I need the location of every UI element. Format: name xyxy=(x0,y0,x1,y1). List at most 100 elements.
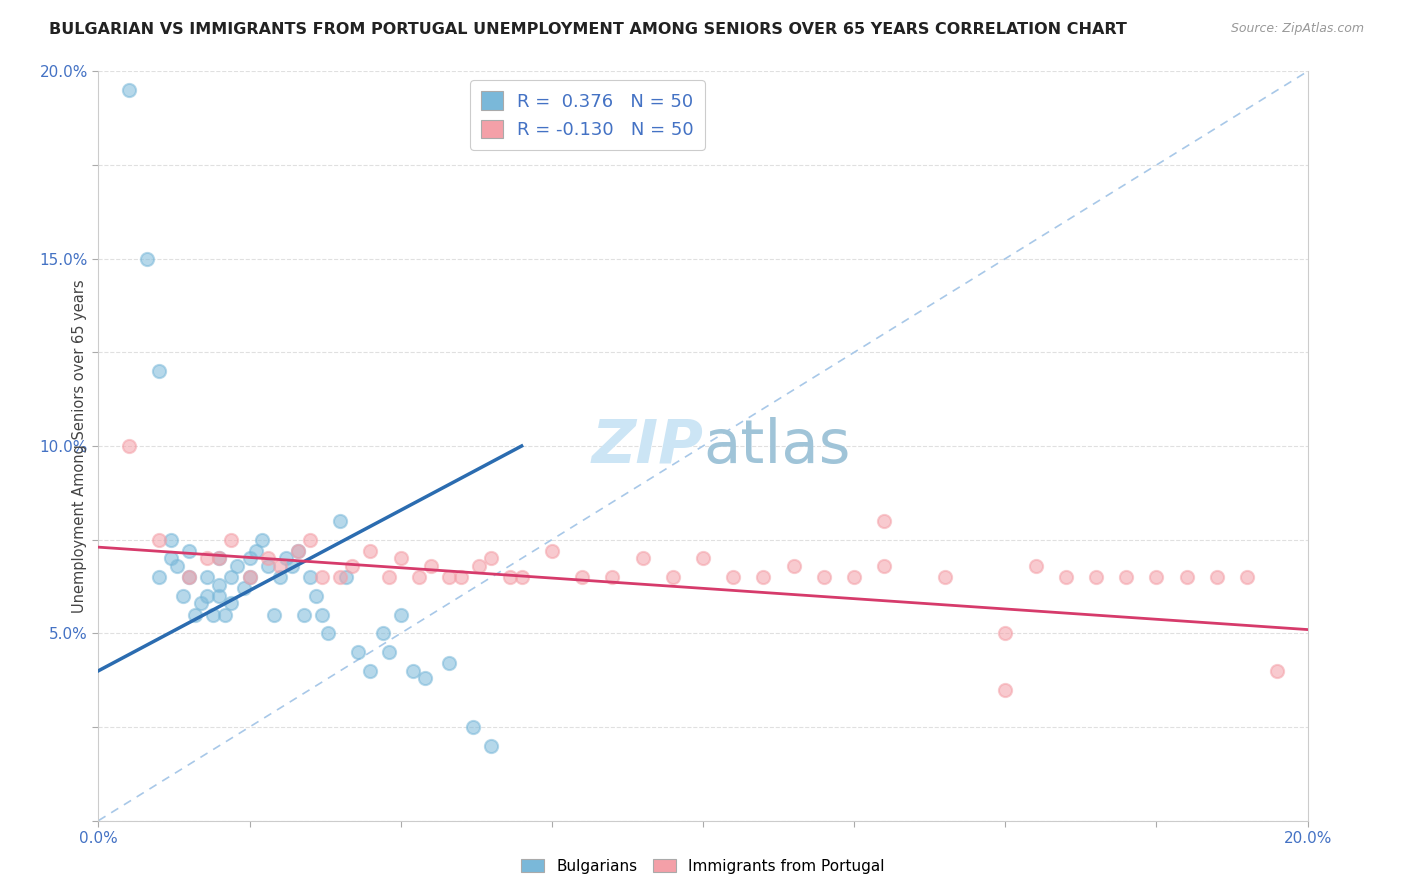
Point xyxy=(335,570,357,584)
Point xyxy=(232,582,254,596)
Point xyxy=(226,558,249,573)
Point xyxy=(413,671,436,685)
Point xyxy=(263,607,285,622)
Point xyxy=(195,570,218,584)
Point xyxy=(214,607,236,622)
Point xyxy=(160,551,183,566)
Point xyxy=(179,570,201,584)
Point xyxy=(631,551,654,566)
Point xyxy=(408,570,430,584)
Point xyxy=(692,551,714,566)
Point xyxy=(1236,570,1258,584)
Point xyxy=(118,83,141,97)
Point xyxy=(389,607,412,622)
Point xyxy=(342,558,364,573)
Point xyxy=(752,570,775,584)
Point xyxy=(468,558,491,573)
Point xyxy=(208,577,231,591)
Point xyxy=(311,607,333,622)
Point xyxy=(269,558,291,573)
Point xyxy=(402,664,425,678)
Point xyxy=(498,570,520,584)
Point xyxy=(166,558,188,573)
Point xyxy=(437,570,460,584)
Point xyxy=(1144,570,1167,584)
Point xyxy=(148,533,170,547)
Point xyxy=(221,570,243,584)
Point xyxy=(281,558,304,573)
Point xyxy=(292,607,315,622)
Point xyxy=(481,739,503,753)
Point xyxy=(1267,664,1289,678)
Point xyxy=(195,551,218,566)
Point xyxy=(287,544,309,558)
Point xyxy=(602,570,624,584)
Point xyxy=(208,551,231,566)
Point xyxy=(250,533,273,547)
Point xyxy=(221,596,243,610)
Point xyxy=(371,626,394,640)
Legend: Bulgarians, Immigrants from Portugal: Bulgarians, Immigrants from Portugal xyxy=(515,853,891,880)
Point xyxy=(329,570,352,584)
Point xyxy=(245,544,267,558)
Point xyxy=(1115,570,1137,584)
Point xyxy=(256,551,278,566)
Point xyxy=(481,551,503,566)
Point xyxy=(160,533,183,547)
Point xyxy=(239,570,262,584)
Point xyxy=(844,570,866,584)
Point xyxy=(1206,570,1229,584)
Point xyxy=(347,645,370,659)
Point xyxy=(148,364,170,378)
Point xyxy=(239,570,262,584)
Point xyxy=(190,596,212,610)
Point xyxy=(202,607,225,622)
Point xyxy=(389,551,412,566)
Point xyxy=(208,551,231,566)
Point xyxy=(934,570,956,584)
Legend: R =  0.376   N = 50, R = -0.130   N = 50: R = 0.376 N = 50, R = -0.130 N = 50 xyxy=(470,80,704,150)
Point xyxy=(360,544,382,558)
Point xyxy=(172,589,194,603)
Point xyxy=(208,589,231,603)
Point xyxy=(377,645,399,659)
Point xyxy=(179,544,201,558)
Point xyxy=(510,570,533,584)
Point xyxy=(274,551,297,566)
Point xyxy=(437,657,460,671)
Point xyxy=(450,570,472,584)
Point xyxy=(783,558,806,573)
Point xyxy=(256,558,278,573)
Point xyxy=(420,558,443,573)
Point xyxy=(316,626,339,640)
Point xyxy=(540,544,562,558)
Point xyxy=(299,570,322,584)
Point xyxy=(723,570,745,584)
Y-axis label: Unemployment Among Seniors over 65 years: Unemployment Among Seniors over 65 years xyxy=(72,279,87,613)
Point xyxy=(1175,570,1198,584)
Point xyxy=(360,664,382,678)
Point xyxy=(873,558,896,573)
Point xyxy=(179,570,201,584)
Point xyxy=(813,570,835,584)
Point xyxy=(221,533,243,547)
Point xyxy=(463,720,485,734)
Point xyxy=(329,514,352,528)
Point xyxy=(184,607,207,622)
Point xyxy=(135,252,157,266)
Point xyxy=(311,570,333,584)
Point xyxy=(994,626,1017,640)
Point xyxy=(873,514,896,528)
Point xyxy=(299,533,322,547)
Text: Source: ZipAtlas.com: Source: ZipAtlas.com xyxy=(1230,22,1364,36)
Text: ZIP: ZIP xyxy=(591,417,703,475)
Point xyxy=(377,570,399,584)
Text: atlas: atlas xyxy=(703,417,851,475)
Point xyxy=(195,589,218,603)
Text: BULGARIAN VS IMMIGRANTS FROM PORTUGAL UNEMPLOYMENT AMONG SENIORS OVER 65 YEARS C: BULGARIAN VS IMMIGRANTS FROM PORTUGAL UN… xyxy=(49,22,1128,37)
Point xyxy=(287,544,309,558)
Point xyxy=(305,589,328,603)
Point xyxy=(994,682,1017,697)
Point xyxy=(661,570,683,584)
Point xyxy=(1085,570,1108,584)
